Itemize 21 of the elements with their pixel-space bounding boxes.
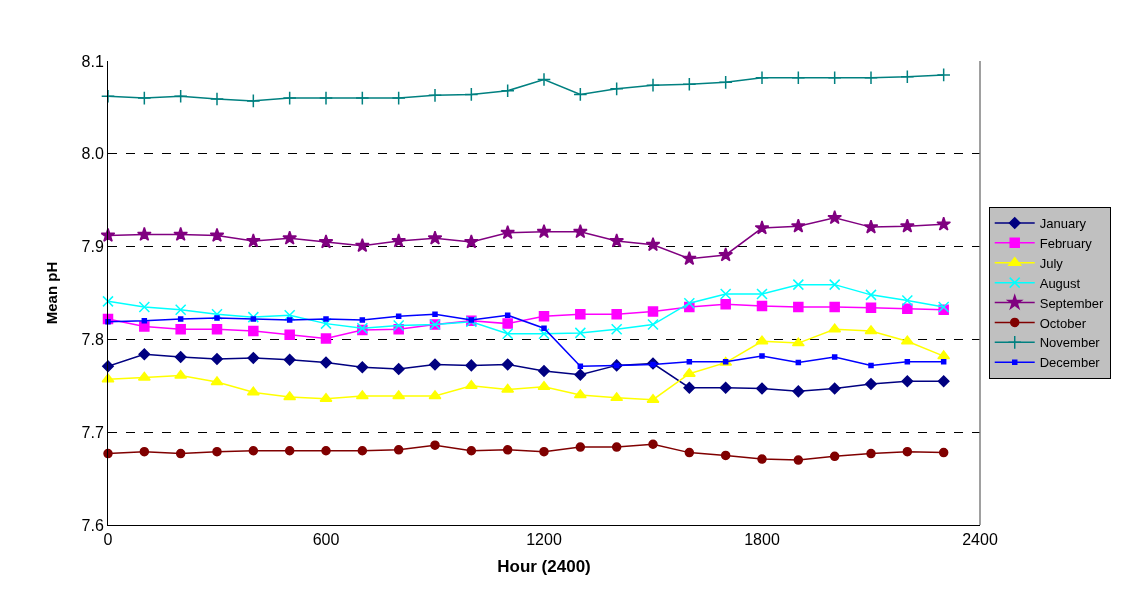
x-tick-label: 1800 [744,531,780,549]
x-tick-label: 600 [312,531,340,549]
y-axis-title: Mean pH [42,261,60,325]
x-axis-title: Hour (2400) [497,556,591,576]
legend-label: September [1039,295,1104,311]
legend-label: October [1039,315,1087,331]
y-tick-label: 7.9 [81,238,104,256]
legend-label: August [1039,275,1081,291]
legend-label: July [1039,255,1064,271]
legend-label: January [1039,216,1087,232]
y-tick-label: 7.6 [81,516,104,534]
legend-label: February [1039,235,1093,251]
y-tick-label: 7.7 [81,423,104,441]
legend-label: December [1039,355,1101,371]
y-tick-label: 7.8 [81,331,104,348]
x-tick-label: 0 [103,531,113,549]
x-tick-label: 2400 [962,531,998,549]
y-tick-label: 8.1 [81,52,104,70]
x-tick-label: 1200 [526,531,562,549]
legend-label: November [1039,335,1101,351]
y-tick-label: 8.0 [81,145,104,163]
